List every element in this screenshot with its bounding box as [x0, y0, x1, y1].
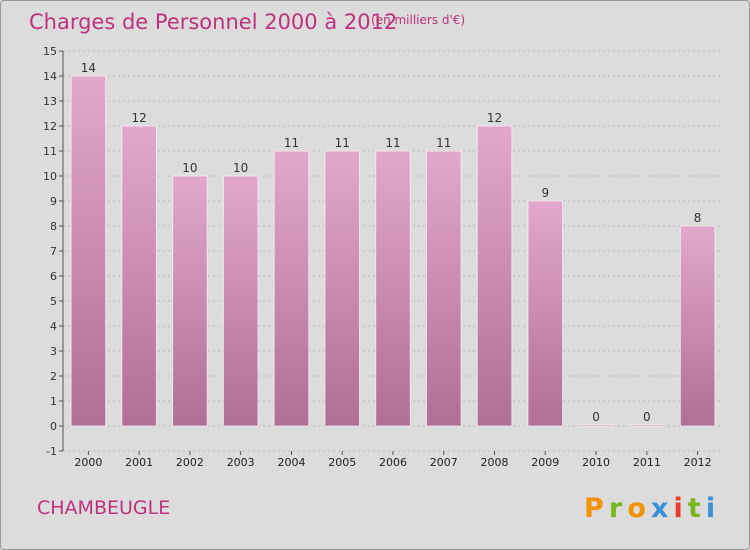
bar-2009: [527, 200, 564, 427]
x-label-2003: 2003: [227, 456, 255, 469]
proxiti-logo: P r o x i t i: [584, 493, 715, 524]
logo-letter-3: o: [627, 493, 646, 524]
bar-2002: [172, 175, 208, 427]
y-tick-label: 15: [43, 45, 57, 58]
value-label-2012: 8: [694, 211, 702, 225]
value-label-2005: 11: [335, 136, 350, 150]
y-tick-label: 3: [50, 345, 57, 358]
y-tick-label: 8: [50, 220, 57, 233]
value-label-2008: 12: [487, 111, 502, 125]
x-label-2008: 2008: [481, 456, 509, 469]
y-tick-label: -1: [46, 445, 57, 458]
logo-letter-5: i: [673, 493, 682, 524]
y-tick-label: 0: [50, 420, 57, 433]
bar-2011: [629, 424, 665, 427]
logo-letter-6: t: [688, 493, 701, 524]
value-labels: 14 12 10 10 11 11 11 11 12 9 0 0 8: [81, 61, 702, 424]
x-label-2000: 2000: [74, 456, 102, 469]
logo-letter-1: P: [584, 493, 604, 524]
logo-letter-2: r: [609, 493, 623, 524]
bar-2007: [426, 150, 462, 427]
y-tick-label: 10: [43, 170, 57, 183]
location-label: CHAMBEUGLE: [37, 497, 170, 519]
y-tick-label: 11: [43, 145, 57, 158]
bar-2003: [222, 175, 259, 427]
x-label-2011: 2011: [633, 456, 661, 469]
value-label-2001: 12: [132, 111, 147, 125]
logo-letter-4: x: [651, 493, 668, 524]
value-label-2002: 10: [182, 161, 197, 175]
value-label-2006: 11: [385, 136, 400, 150]
bar-2010: [578, 424, 614, 427]
bars: [70, 75, 716, 427]
bar-2005: [324, 150, 360, 427]
bar-2004: [273, 150, 310, 427]
bar-2001: [121, 125, 157, 427]
value-label-2007: 11: [436, 136, 451, 150]
value-label-2003: 10: [233, 161, 248, 175]
x-label-2007: 2007: [430, 456, 458, 469]
y-tick-label: 6: [50, 270, 57, 283]
bar-2012: [679, 225, 716, 427]
value-label-2004: 11: [284, 136, 299, 150]
y-tick-label: 9: [50, 195, 57, 208]
y-tick-label: 1: [50, 395, 57, 408]
x-label-2012: 2012: [684, 456, 712, 469]
y-tick-label: 13: [43, 95, 57, 108]
x-label-2002: 2002: [176, 456, 204, 469]
value-label-2010: 0: [592, 410, 600, 424]
y-tick-label: 4: [50, 320, 57, 333]
bar-2006: [375, 150, 411, 427]
x-label-2001: 2001: [125, 456, 153, 469]
logo-letter-7: i: [706, 493, 715, 524]
x-label-2005: 2005: [328, 456, 356, 469]
y-tick-label: 7: [50, 245, 57, 258]
y-tick-label: 12: [43, 120, 57, 133]
chart-title: Charges de Personnel 2000 à 2012: [29, 10, 397, 34]
chart-subtitle: (en milliers d'€): [371, 13, 465, 27]
x-label-2009: 2009: [531, 456, 559, 469]
x-label-2004: 2004: [277, 456, 305, 469]
value-label-2011: 0: [643, 410, 651, 424]
value-label-2009: 9: [541, 186, 549, 200]
x-label-2006: 2006: [379, 456, 407, 469]
y-tick-label: 14: [43, 70, 57, 83]
y-tick-label: 5: [50, 295, 57, 308]
y-tick-label: 2: [50, 370, 57, 383]
bar-2000: [70, 75, 107, 427]
x-label-2010: 2010: [582, 456, 610, 469]
bar-2008: [476, 125, 513, 427]
x-axis-labels: 2000 2001 2002 2003 2004 2005 2006 2007 2008 2009…: [74, 451, 712, 469]
value-label-2000: 14: [81, 61, 96, 75]
